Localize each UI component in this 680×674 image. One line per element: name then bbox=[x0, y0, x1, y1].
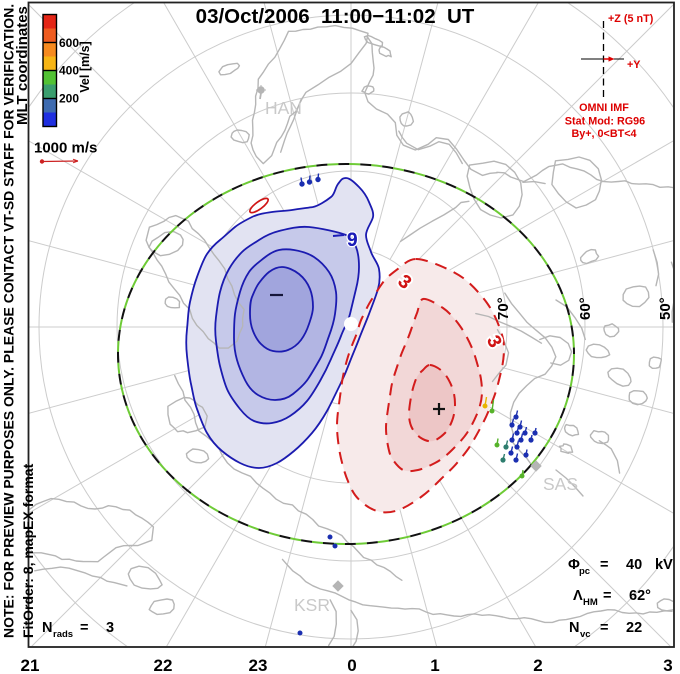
svg-text:60°: 60° bbox=[577, 297, 594, 320]
svg-text:03/Oct/2006 11:00−11:02 UT: 03/Oct/2006 11:00−11:02 UT bbox=[196, 5, 475, 28]
svg-text:FitOrder: 8, mapEX format: FitOrder: 8, mapEX format bbox=[20, 463, 36, 638]
svg-text:N: N bbox=[42, 620, 52, 636]
svg-text:1: 1 bbox=[430, 656, 439, 674]
svg-text:=: = bbox=[600, 557, 608, 573]
svg-text:70°: 70° bbox=[495, 297, 512, 320]
svg-text:N: N bbox=[569, 620, 579, 636]
svg-text:23: 23 bbox=[249, 656, 268, 674]
svg-text:+Y: +Y bbox=[627, 59, 641, 71]
svg-text:50°: 50° bbox=[657, 297, 674, 320]
svg-text:NOTE: FOR PREVIEW PURPOSES ONL: NOTE: FOR PREVIEW PURPOSES ONLY. PLEASE … bbox=[1, 4, 17, 638]
svg-text:40: 40 bbox=[626, 557, 642, 573]
svg-text:SAS: SAS bbox=[543, 474, 578, 494]
svg-text:62°: 62° bbox=[629, 588, 651, 604]
svg-text:0: 0 bbox=[347, 656, 356, 674]
svg-text:=: = bbox=[80, 620, 88, 636]
svg-text:3: 3 bbox=[663, 656, 672, 674]
svg-text:Λ: Λ bbox=[573, 588, 583, 604]
svg-text:22: 22 bbox=[154, 656, 173, 674]
svg-text:OMNI IMF: OMNI IMF bbox=[579, 102, 629, 114]
svg-text:2: 2 bbox=[533, 656, 542, 674]
svg-text:Vel [m/s]: Vel [m/s] bbox=[78, 41, 92, 92]
svg-text:9: 9 bbox=[347, 230, 358, 251]
svg-text:21: 21 bbox=[21, 656, 40, 674]
svg-text:600: 600 bbox=[59, 36, 79, 50]
svg-text:+Z (5 nT): +Z (5 nT) bbox=[608, 13, 654, 25]
svg-text:pc: pc bbox=[579, 566, 590, 577]
svg-text:KSR: KSR bbox=[294, 595, 330, 615]
svg-text:22: 22 bbox=[626, 620, 642, 636]
svg-text:Stat Mod: RG96: Stat Mod: RG96 bbox=[565, 116, 645, 128]
svg-text:3: 3 bbox=[106, 620, 114, 636]
svg-text:=: = bbox=[600, 620, 608, 636]
svg-text:kV: kV bbox=[655, 557, 673, 573]
svg-text:1000 m/s: 1000 m/s bbox=[34, 140, 97, 157]
svg-text:Φ: Φ bbox=[568, 557, 580, 573]
svg-text:By+, 0<BT<4: By+, 0<BT<4 bbox=[571, 128, 636, 140]
svg-text:9: 9 bbox=[347, 230, 358, 251]
svg-text:HM: HM bbox=[583, 597, 598, 608]
svg-text:200: 200 bbox=[59, 91, 79, 105]
svg-text:vc: vc bbox=[580, 629, 591, 640]
svg-text:HAN: HAN bbox=[265, 98, 302, 118]
svg-text:MLT coordinates: MLT coordinates bbox=[14, 6, 31, 125]
svg-text:400: 400 bbox=[59, 64, 79, 78]
svg-text:=: = bbox=[603, 588, 611, 604]
svg-text:rads: rads bbox=[53, 629, 73, 640]
